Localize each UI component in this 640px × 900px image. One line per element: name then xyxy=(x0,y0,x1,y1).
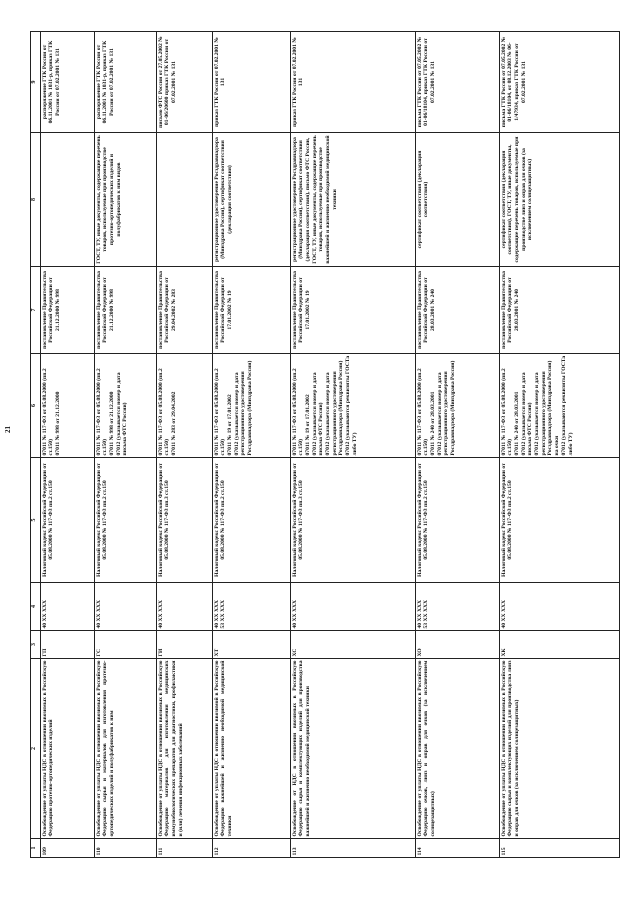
legal-act-cell: постановление Правительства Российской Ф… xyxy=(290,266,416,354)
row-number-cell: 115 xyxy=(499,838,620,858)
table-row: 113 Освобождение от НДС в отношении ввози… xyxy=(290,31,416,858)
row-number-cell: 113 xyxy=(290,838,416,858)
column-number: 8 xyxy=(30,132,41,267)
legal-act-cell: постановление Правительства Российской Ф… xyxy=(156,266,213,354)
legal-act-cell: постановление Правительства Российской Ф… xyxy=(94,266,157,354)
classifier-cell: 40 XX XXX xyxy=(499,582,620,631)
classifier-cell: 40 XX XXX xyxy=(40,582,95,631)
classifier-cell: 40 XX XXX xyxy=(94,582,157,631)
column-number: 3 xyxy=(30,630,41,659)
documents-cell: сертификат соответствия (декларация соот… xyxy=(499,132,620,267)
row-number-cell: 110 xyxy=(94,838,157,858)
code-cell: ГП xyxy=(40,630,95,659)
description-cell: Освобождение от уплаты НДС в отношении в… xyxy=(156,658,213,839)
documents-cell xyxy=(156,132,213,267)
column-number: 5 xyxy=(30,457,41,583)
column-number: 6 xyxy=(30,353,41,458)
column-number-row: 1 2 3 4 5 6 7 8 9 xyxy=(30,31,41,858)
legal-act-cell: постановление Правительства Российской Ф… xyxy=(40,266,95,354)
document-codes-cell: 07011 № 117-ФЗ от 05.08.2000 (пп.2 ст.15… xyxy=(212,353,291,458)
classifier-cell: 40 XX XXX xyxy=(290,582,416,631)
table-row: 114 Освобождение от уплаты НДС в отношени… xyxy=(415,31,500,858)
document-codes-cell: 07011 № 117-ФЗ от 05.08.2000 (пп.2 ст.15… xyxy=(290,353,416,458)
page-number: 21 xyxy=(4,426,12,433)
benefits-table: 1 2 3 4 5 6 7 8 9 109 Освобождение от упл… xyxy=(30,31,620,858)
table-row: 111 Освобождение от уплаты НДС в отношени… xyxy=(156,31,213,858)
classifier-cell: 40 XX XXX 53 XX XXX xyxy=(415,582,500,631)
code-cell: ХТ xyxy=(212,630,291,659)
reference-cell: письма ГТК России от 07.05.2002 № 01-06/… xyxy=(499,31,620,133)
legal-basis-cell: Налоговый кодекс Российской Федерации от… xyxy=(40,457,95,583)
code-cell: ГИ xyxy=(156,630,213,659)
description-cell: Освобождение от уплаты НДС в отношении в… xyxy=(415,658,500,839)
description-cell: Освобождение от уплаты НДС в отношении в… xyxy=(212,658,291,839)
rotated-page: 21 1 2 3 4 5 6 7 8 9 109 Освобождение от … xyxy=(4,31,622,858)
document-codes-cell: 07011 № 117-ФЗ от 05.08.2000 (пп.2 ст.15… xyxy=(94,353,157,458)
description-cell: Освобождение от уплаты НДС в отношении в… xyxy=(499,658,620,839)
classifier-cell: 40 XX XXX xyxy=(156,582,213,631)
legal-basis-cell: Налоговый кодекс Российской Федерации от… xyxy=(290,457,416,583)
legal-basis-cell: Налоговый кодекс Российской Федерации от… xyxy=(156,457,213,583)
legal-act-cell: постановление Правительства Российской Ф… xyxy=(499,266,620,354)
reference-cell: приказ ГТК России от 07.02.2001 № 131 xyxy=(212,31,291,133)
code-cell: ХК xyxy=(499,630,620,659)
table-row: 115 Освобождение от уплаты НДС в отношени… xyxy=(499,31,620,858)
document-codes-cell: 07011 № 117-ФЗ от 05.08.2000 (пп.2 ст.15… xyxy=(40,353,95,458)
column-number: 1 xyxy=(30,838,41,858)
documents-cell: регистрационное удостоверение Росздравна… xyxy=(290,132,416,267)
reference-cell: распоряжение ГТК России от 06.11.2001 № … xyxy=(40,31,95,133)
column-number: 2 xyxy=(30,658,41,839)
reference-cell: письмо ФТС России от 27.05.2002 № 01-06/… xyxy=(156,31,213,133)
row-number-cell: 109 xyxy=(40,838,95,858)
documents-cell: регистрационное удостоверение Росздравна… xyxy=(212,132,291,267)
description-cell: Освобождение от НДС в отношении ввозимых… xyxy=(290,658,416,839)
reference-cell: распоряжение ГТК России от 06.11.2001 № … xyxy=(94,31,157,133)
document-codes-cell: 07011 № 117-ФЗ от 05.08.2000 (пп.2 ст.15… xyxy=(499,353,620,458)
document-codes-cell: 07011 № 117-ФЗ от 05.08.2000 (пп.2 ст.15… xyxy=(415,353,500,458)
column-number: 9 xyxy=(30,31,41,133)
column-number: 7 xyxy=(30,266,41,354)
classifier-cell: 40 XX XXX 53 XX XXX xyxy=(212,582,291,631)
table-row: 110 Освобождение от уплаты НДС в отношени… xyxy=(94,31,157,858)
legal-act-cell: постановление Правительства Российской Ф… xyxy=(212,266,291,354)
legal-basis-cell: Налоговый кодекс Российской Федерации от… xyxy=(499,457,620,583)
legal-basis-cell: Налоговый кодекс Российской Федерации от… xyxy=(415,457,500,583)
legal-basis-cell: Налоговый кодекс Российской Федерации от… xyxy=(212,457,291,583)
reference-cell: приказ ГТК России от 07.02.2001 № 131 xyxy=(290,31,416,133)
column-number: 4 xyxy=(30,582,41,631)
legal-basis-cell: Налоговый кодекс Российской Федерации от… xyxy=(94,457,157,583)
description-cell: Освобождение от уплаты НДС в отношении в… xyxy=(94,658,157,839)
code-cell: ХО xyxy=(415,630,500,659)
code-cell: ГС xyxy=(94,630,157,659)
table-row: 109 Освобождение от уплаты НДС в отношени… xyxy=(40,31,95,858)
row-number-cell: 111 xyxy=(156,838,213,858)
documents-cell xyxy=(40,132,95,267)
row-number-cell: 114 xyxy=(415,838,500,858)
table-row: 112 Освобождение от уплаты НДС в отношени… xyxy=(212,31,291,858)
description-cell: Освобождение от уплаты НДС в отношении в… xyxy=(40,658,95,839)
row-number-cell: 112 xyxy=(212,838,291,858)
documents-cell: ГОСТ, ТУ, иные документы, содержащие пер… xyxy=(94,132,157,267)
document-codes-cell: 07011 № 117-ФЗ от 05.08.2000 (пп.2 ст.15… xyxy=(156,353,213,458)
reference-cell: письма ГТК России от 07.05.2002 № 01-06/… xyxy=(415,31,500,133)
code-cell: ХС xyxy=(290,630,416,659)
documents-cell: сертификат соответствия (декларация соот… xyxy=(415,132,500,267)
legal-act-cell: постановление Правительства Российской Ф… xyxy=(415,266,500,354)
